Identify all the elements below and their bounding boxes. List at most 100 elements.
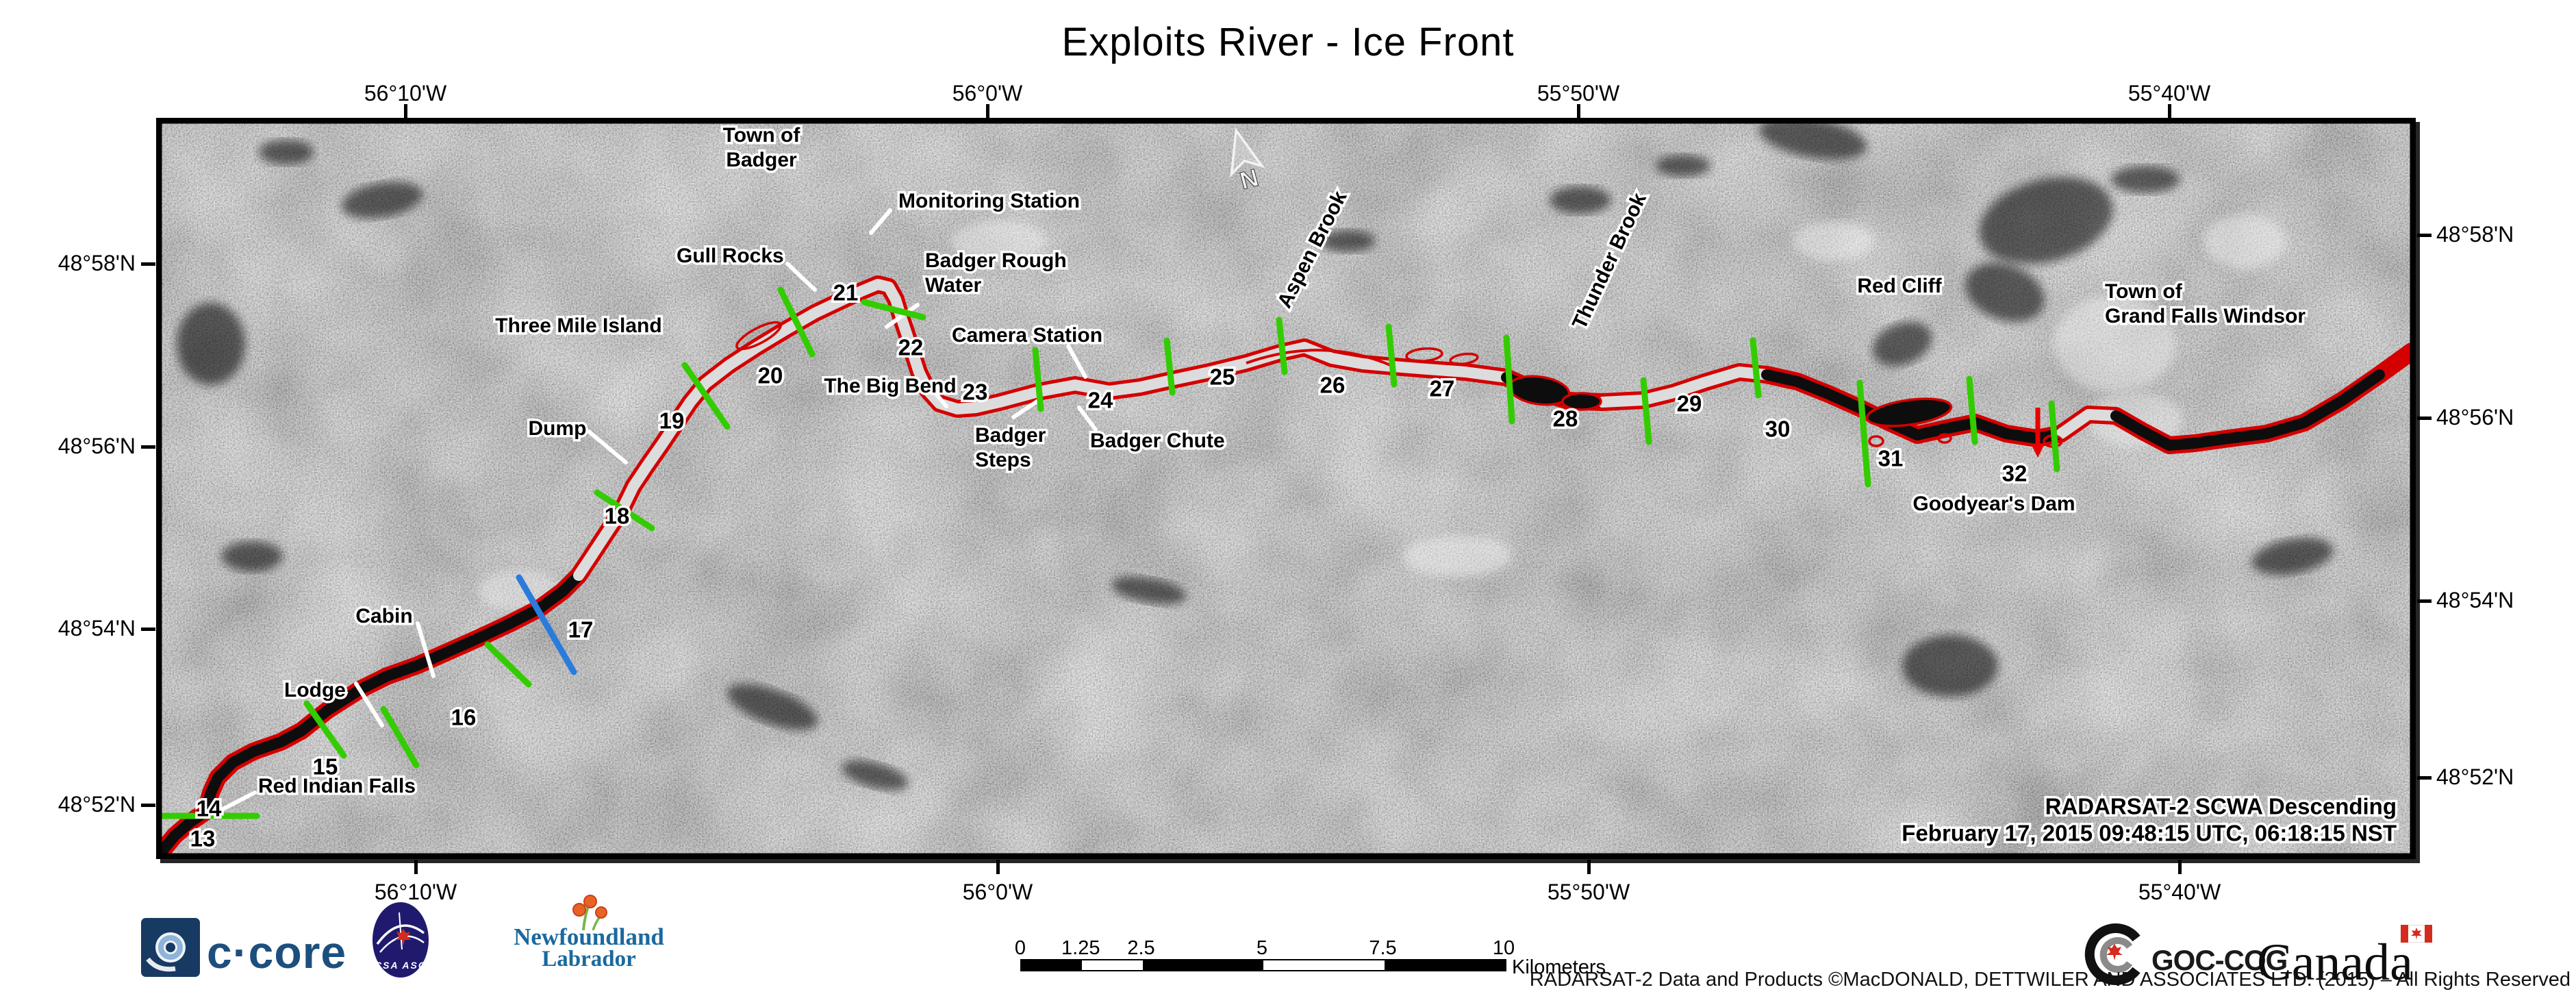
lake-dark-patch bbox=[727, 684, 818, 730]
map-label-dump: Dump bbox=[529, 417, 587, 440]
lon-label-bottom: 56°10'W bbox=[374, 880, 457, 904]
lon-label-bottom: 56°0'W bbox=[962, 880, 1033, 904]
section-boundary-tick bbox=[1750, 337, 1762, 399]
lon-tick-top bbox=[2168, 104, 2171, 119]
copyright-line: RADARSAT-2 Data and Products ©MacDONALD,… bbox=[1529, 969, 2571, 991]
lake-dark-patch bbox=[341, 182, 423, 219]
label-leader-line bbox=[216, 791, 257, 814]
map-label-red-indian-falls: Red Indian Falls bbox=[258, 775, 416, 797]
page-title: Exploits River - Ice Front bbox=[1061, 20, 1515, 64]
river-island-outline bbox=[1865, 397, 1953, 427]
map-label-the-big-bend: The Big Bend bbox=[824, 375, 956, 397]
bright-patch bbox=[2053, 296, 2176, 392]
lat-label-right: 48°58'N bbox=[2436, 222, 2514, 247]
section-boundary-tick bbox=[1503, 334, 1515, 425]
map-label-gull-rocks: Gull Rocks bbox=[677, 245, 784, 267]
lake-dark-patch bbox=[1111, 576, 1187, 605]
river-open-water-segment bbox=[2110, 369, 2385, 451]
lat-label-right: 48°54'N bbox=[2436, 588, 2514, 612]
map-border bbox=[156, 118, 2416, 859]
label-leader-line bbox=[1066, 344, 1087, 379]
c-core-logo-wordmark: c·core bbox=[207, 927, 347, 978]
section-number: 21 bbox=[833, 280, 859, 306]
lake-dark-patch bbox=[259, 140, 314, 164]
lake-dark-patch bbox=[1320, 230, 1375, 252]
scale-bar-label: 2.5 bbox=[1127, 937, 1155, 959]
section-number: 30 bbox=[1765, 417, 1791, 442]
label-leader-line bbox=[869, 208, 892, 235]
lat-tick-left bbox=[141, 445, 155, 449]
lon-tick-bottom bbox=[414, 860, 418, 874]
newfoundland-labrador-logo-icon bbox=[572, 895, 607, 930]
lat-tick-left bbox=[141, 262, 155, 266]
scale-bar-segment bbox=[1082, 960, 1142, 970]
river-open-water-segment bbox=[156, 570, 584, 857]
section-number: 24 bbox=[1088, 388, 1113, 413]
section-boundary-tick bbox=[1276, 316, 1288, 375]
section-boundary-tick bbox=[1966, 375, 1978, 445]
scale-bar-segment bbox=[1022, 960, 1082, 970]
label-leader-line bbox=[785, 262, 817, 292]
river-island-outline bbox=[1937, 433, 1952, 444]
lat-tick-right bbox=[2417, 599, 2432, 603]
section-boundary-tick bbox=[484, 641, 532, 688]
lake-dark-patch bbox=[1965, 263, 2045, 322]
lake-dark-patch bbox=[1759, 118, 1867, 160]
section-boundary-tick bbox=[777, 286, 816, 358]
section-numbers: 13 14 15 16 17 18 19 20 21 22 23 24 25 26 27 28 29 30 31 32 bbox=[188, 277, 2030, 854]
section-number: 22 bbox=[898, 335, 924, 360]
river-island-outline bbox=[1449, 352, 1479, 366]
lake-dark-patch bbox=[1902, 635, 1998, 697]
lon-tick-bottom bbox=[2178, 860, 2182, 874]
lake-dark-patch bbox=[1872, 321, 1932, 366]
map-label-town-of-grand-falls-windsor: Town of Grand Falls Windsor bbox=[2105, 280, 2306, 327]
bright-patch bbox=[2204, 214, 2286, 269]
bright-patch bbox=[950, 221, 1046, 262]
lat-label-left: 48°54'N bbox=[58, 616, 136, 641]
section-number: 29 bbox=[1677, 391, 1702, 417]
lat-tick-left bbox=[141, 628, 155, 631]
lat-tick-right bbox=[2417, 234, 2432, 237]
lake-dark-patch bbox=[1656, 155, 1710, 177]
lon-tick-top bbox=[986, 104, 989, 119]
section-number: 15 bbox=[313, 754, 338, 780]
lat-label-right: 48°56'N bbox=[2436, 405, 2514, 430]
section-boundary-tick bbox=[1385, 323, 1398, 388]
label-leader-line bbox=[587, 430, 628, 464]
lon-label-top: 55°40'W bbox=[2127, 81, 2211, 105]
lon-label-top: 56°10'W bbox=[364, 81, 447, 105]
section-number: 13 bbox=[190, 826, 216, 852]
section-boundary-tick bbox=[594, 489, 655, 532]
label-leader-line bbox=[924, 380, 948, 408]
scale-bar-label: 5 bbox=[1256, 937, 1268, 959]
scale-bar bbox=[1020, 959, 1506, 971]
scale-bar-label: 7.5 bbox=[1369, 937, 1397, 959]
section-number: 25 bbox=[1210, 364, 1235, 390]
map-label-goodyears-dam: Goodyear's Dam bbox=[1912, 493, 2075, 515]
section-number: 27 bbox=[1430, 376, 1455, 401]
section-number: 16 bbox=[451, 705, 477, 730]
lake-dark-patch bbox=[2251, 538, 2334, 575]
lake-dark-patch bbox=[1550, 186, 1611, 214]
lat-label-left: 48°56'N bbox=[58, 434, 136, 458]
section-boundary-tick bbox=[1856, 380, 1871, 488]
section-boundary-tick bbox=[1640, 377, 1652, 445]
lat-tick-left bbox=[141, 804, 155, 807]
c-core-logo-icon bbox=[141, 918, 200, 977]
lake-dark-patch bbox=[177, 303, 245, 385]
lat-tick-right bbox=[2417, 776, 2432, 780]
lon-label-top: 56°0'W bbox=[952, 81, 1023, 105]
label-leader-line bbox=[354, 682, 384, 728]
svg-text:CSA ASC: CSA ASC bbox=[375, 960, 427, 971]
north-arrow-glyph bbox=[1230, 127, 1265, 178]
river-island-outline bbox=[1561, 392, 1602, 411]
scale-bar-segment bbox=[1263, 960, 1385, 970]
radarsat-annotation-line: RADARSAT-2 SCWA Descending bbox=[2045, 794, 2397, 819]
lat-label-left: 48°58'N bbox=[58, 251, 136, 275]
section-number: 28 bbox=[1553, 406, 1578, 432]
section-number: 18 bbox=[605, 504, 630, 529]
lon-tick-bottom bbox=[1587, 860, 1591, 874]
map-label-town-of-badger: Town of Badger bbox=[723, 124, 801, 171]
